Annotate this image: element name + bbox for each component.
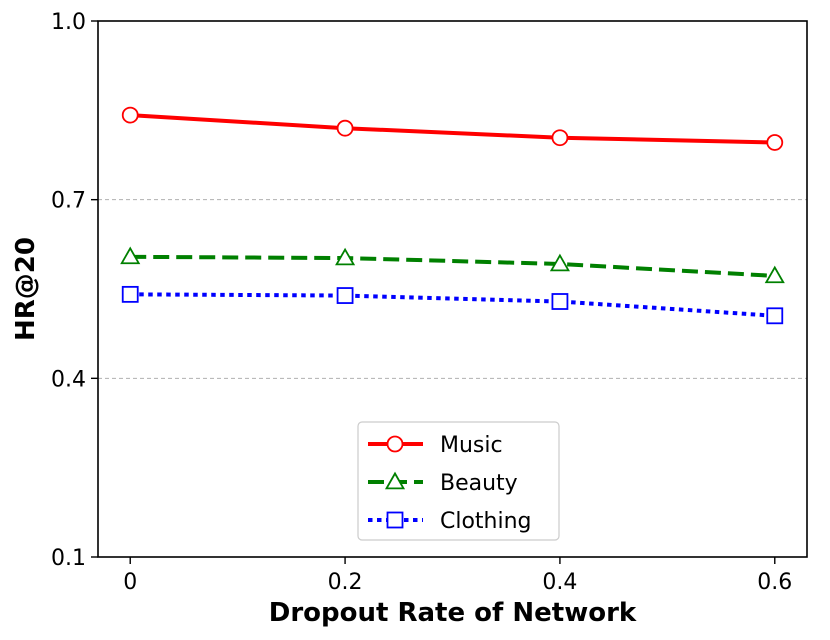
y-tick-label: 0.7 bbox=[51, 189, 86, 214]
legend-marker-music bbox=[386, 435, 404, 453]
grid-lines bbox=[98, 199, 807, 379]
legend-marker-clothing bbox=[386, 511, 404, 529]
data-point-beauty bbox=[549, 253, 570, 272]
data-point-clothing bbox=[336, 287, 354, 304]
data-point-clothing bbox=[766, 307, 784, 325]
y-tick-label: 0.1 bbox=[51, 546, 86, 571]
x-tick-label: 0.2 bbox=[328, 570, 363, 595]
legend-item-clothing: Clothing bbox=[368, 509, 532, 534]
series-line-clothing bbox=[130, 292, 775, 318]
series-clothing bbox=[121, 285, 784, 325]
series-layer bbox=[120, 106, 785, 325]
series-beauty bbox=[120, 246, 785, 284]
series-music bbox=[121, 106, 784, 151]
y-axis: 0.1 0.4 0.7 1.0 bbox=[51, 10, 98, 571]
data-point-beauty bbox=[335, 247, 356, 266]
data-point-music bbox=[766, 134, 784, 151]
legend-marker-beauty bbox=[384, 471, 406, 490]
x-tick-label: 0.4 bbox=[542, 570, 577, 595]
legend-label-music: Music bbox=[440, 433, 503, 458]
legend-box bbox=[357, 421, 560, 541]
legend-label-clothing: Clothing bbox=[440, 509, 532, 534]
data-point-music bbox=[551, 129, 569, 147]
y-tick-label: 1.0 bbox=[51, 10, 86, 35]
y-tick-label: 0.4 bbox=[51, 367, 86, 392]
legend-label-beauty: Beauty bbox=[440, 471, 518, 496]
data-point-clothing bbox=[551, 293, 569, 310]
x-tick-label: 0.6 bbox=[757, 570, 792, 595]
legend-item-beauty: Beauty bbox=[368, 471, 518, 496]
data-point-music bbox=[336, 119, 354, 137]
plot-frame bbox=[97, 20, 808, 558]
data-point-beauty bbox=[764, 265, 785, 284]
y-axis-title: HR@20 bbox=[11, 237, 41, 341]
x-axis: 0 0.2 0.4 0.6 bbox=[123, 557, 792, 595]
x-tick-label: 0 bbox=[123, 570, 137, 595]
series-line-music bbox=[130, 113, 775, 145]
data-point-beauty bbox=[120, 246, 141, 265]
series-line-beauty bbox=[130, 254, 775, 278]
data-point-music bbox=[121, 106, 139, 124]
legend: Music Beauty Clothing bbox=[357, 421, 560, 541]
data-point-clothing bbox=[121, 285, 139, 303]
x-axis-title: Dropout Rate of Network bbox=[269, 598, 637, 628]
legend-item-music: Music bbox=[368, 433, 503, 458]
